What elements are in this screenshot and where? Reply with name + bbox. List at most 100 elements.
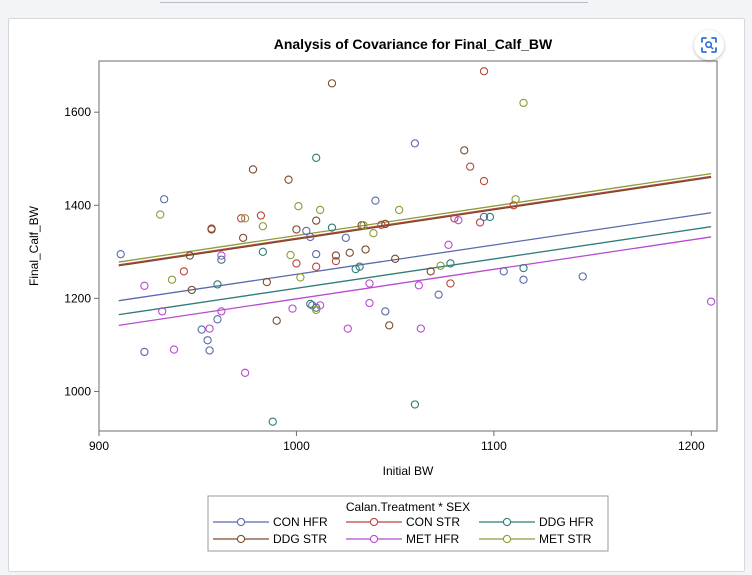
point-ddg-hfr <box>217 255 226 264</box>
point-con-hfr <box>410 139 420 148</box>
lens-scan-button[interactable] <box>694 30 724 60</box>
point-con-hfr <box>205 346 214 355</box>
point-ddg-str <box>345 248 354 257</box>
point-ddg-str <box>385 321 394 330</box>
point-met-str <box>167 275 177 284</box>
point-met-str <box>258 222 268 231</box>
point-met-str <box>312 305 321 315</box>
point-ddg-str <box>460 146 469 155</box>
fit-line-ddg-hfr <box>118 226 712 316</box>
point-con-hfr <box>312 249 321 259</box>
chart-title: Analysis of Covariance for Final_Calf_BW <box>274 36 553 52</box>
point-con-str <box>479 176 489 186</box>
point-ddg-str <box>381 219 390 229</box>
point-met-hfr <box>217 307 226 316</box>
point-ddg-hfr <box>258 247 268 256</box>
axes: 900 1000 1100 1200 1000 1200 1400 1600 <box>64 105 705 453</box>
legend-marker-con-hfr <box>236 517 246 527</box>
point-ddg-str <box>391 254 400 263</box>
legend-label-ddg-hfr: DDG HFR <box>539 515 594 529</box>
y-axis-label: Final_Calf_BW <box>27 205 41 286</box>
point-ddg-str <box>272 316 281 325</box>
fit-line-con-hfr <box>118 212 712 302</box>
point-ddg-hfr <box>410 400 420 409</box>
point-ddg-hfr <box>519 263 528 273</box>
point-met-str <box>394 205 404 215</box>
point-ddg-hfr <box>306 299 315 309</box>
point-met-hfr <box>169 345 179 354</box>
chart-panel <box>8 18 745 572</box>
point-con-hfr <box>116 249 125 259</box>
point-ddg-hfr <box>327 223 337 232</box>
point-met-hfr <box>140 281 149 290</box>
point-con-str <box>446 279 455 288</box>
legend-box <box>207 495 609 552</box>
y-tick-label: 1000 <box>64 384 91 398</box>
point-met-hfr <box>365 298 374 308</box>
point-con-str <box>237 214 246 223</box>
point-ddg-str <box>248 165 258 174</box>
legend-marker-ddg-str <box>236 534 246 544</box>
x-tick-label: 1100 <box>481 439 507 453</box>
regression-lines <box>118 172 712 326</box>
point-ddg-str <box>207 225 216 234</box>
point-met-hfr <box>414 281 424 290</box>
point-con-hfr <box>578 272 587 281</box>
legend-marker-met-str <box>502 534 512 544</box>
point-ddg-hfr <box>485 212 495 222</box>
legend-label-con-hfr: CON HFR <box>273 515 328 529</box>
point-met-str <box>296 273 305 282</box>
top-divider <box>160 2 588 3</box>
y-tick-label: 1600 <box>64 105 91 119</box>
legend-label-met-hfr: MET HFR <box>406 532 459 546</box>
fit-line-met-hfr <box>118 236 712 326</box>
point-con-hfr <box>213 315 222 324</box>
plot-area <box>98 60 718 432</box>
point-con-str <box>509 201 518 210</box>
point-con-str <box>450 214 459 223</box>
point-met-hfr <box>240 368 250 377</box>
point-met-hfr <box>454 216 463 225</box>
point-met-str <box>359 221 368 230</box>
scan-icon <box>701 37 717 53</box>
point-ddg-str <box>238 233 248 243</box>
point-met-str <box>315 205 325 215</box>
point-con-hfr <box>519 275 528 284</box>
point-con-hfr <box>203 336 212 345</box>
point-con-hfr <box>197 325 206 334</box>
legend: Calan.Treatment * SEX CON HFR CON STR DDG … <box>207 495 609 552</box>
point-con-hfr <box>479 212 489 222</box>
point-con-str <box>479 67 489 76</box>
legend-marker-con-str <box>369 517 379 527</box>
point-con-hfr <box>302 226 311 236</box>
point-met-str <box>286 250 295 260</box>
x-axis-label: Initial BW <box>383 464 434 478</box>
point-con-str <box>466 162 475 171</box>
point-ddg-str <box>187 285 196 295</box>
point-met-str <box>240 214 250 223</box>
point-con-hfr <box>306 232 315 242</box>
x-tick-label: 1200 <box>678 439 705 453</box>
point-met-str <box>294 202 303 211</box>
legend-label-ddg-str: DDG STR <box>273 532 327 546</box>
legend-label-met-str: MET STR <box>539 532 592 546</box>
point-con-hfr <box>140 347 149 357</box>
point-con-str <box>377 220 386 229</box>
point-con-str <box>331 256 341 266</box>
point-ddg-str <box>426 267 435 276</box>
point-ddg-str <box>185 251 194 260</box>
x-tick-label: 1000 <box>283 439 310 453</box>
point-ddg-str <box>312 216 321 225</box>
legend-items: CON HFR CON STR DDG HFR DDG STR MET HFR MET S… <box>213 515 594 546</box>
legend-marker-met-hfr <box>369 534 379 544</box>
point-met-hfr <box>158 307 167 316</box>
point-ddg-str <box>327 79 337 88</box>
point-met-hfr <box>288 304 297 313</box>
point-ddg-str <box>331 251 341 260</box>
point-met-hfr <box>706 297 716 306</box>
point-con-hfr <box>381 307 390 316</box>
point-ddg-hfr <box>268 417 277 426</box>
point-con-hfr <box>371 196 380 205</box>
point-ddg-hfr <box>355 262 364 271</box>
